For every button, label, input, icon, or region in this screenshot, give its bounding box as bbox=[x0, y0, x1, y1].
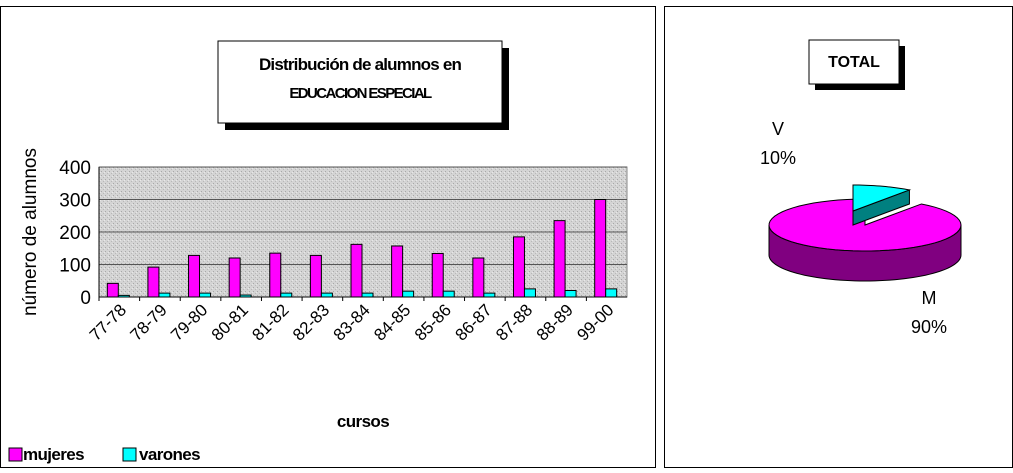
x-tick-label: 77-78 bbox=[86, 300, 130, 344]
bar-mujeres bbox=[228, 257, 241, 298]
legend-label-varones: varones bbox=[139, 445, 200, 464]
bar-mujeres bbox=[512, 236, 525, 298]
x-tick-label: 99-00 bbox=[573, 300, 617, 344]
x-tick-label: 82-83 bbox=[289, 300, 333, 344]
bar-varones bbox=[199, 292, 212, 298]
bar-mujeres bbox=[269, 252, 282, 298]
bar-mujeres bbox=[553, 220, 566, 298]
pie-slices bbox=[768, 184, 962, 282]
pie-title-box bbox=[808, 39, 900, 85]
bar-varones bbox=[483, 292, 496, 298]
pie-slice-m bbox=[768, 198, 962, 252]
x-axis-label: cursos bbox=[337, 412, 389, 431]
chart-title-line1: Distribución de alumnos en bbox=[259, 55, 462, 74]
bar-varones bbox=[158, 292, 171, 298]
x-tick-label: 86-87 bbox=[451, 300, 495, 344]
legend-swatch-varones bbox=[122, 447, 137, 462]
legend-swatch-mujeres bbox=[8, 447, 23, 462]
pie-label-v-percent: 10% bbox=[760, 148, 796, 168]
bar-chart-panel: Distribución de alumnos en EDUCACION ESP… bbox=[0, 6, 656, 468]
x-tick-label: 85-86 bbox=[411, 300, 455, 344]
bar-varones bbox=[320, 292, 333, 298]
bar-varones bbox=[564, 290, 577, 298]
legend-label-mujeres: mujeres bbox=[23, 445, 84, 464]
x-tick-label: 88-89 bbox=[533, 300, 577, 344]
chart-title-line2: EDUCACION ESPECIAL bbox=[289, 85, 432, 102]
bar-mujeres bbox=[472, 257, 485, 298]
pie-slice-v bbox=[852, 184, 912, 212]
bar-varones bbox=[402, 290, 415, 298]
y-tick-label: 300 bbox=[59, 191, 91, 212]
pie-label-v-name: V bbox=[772, 119, 784, 139]
x-tick-label: 84-85 bbox=[370, 300, 414, 344]
pie-chart-panel: TOTAL V 10% M 90% bbox=[664, 6, 1013, 468]
pie-chart: TOTAL V 10% M 90% bbox=[760, 39, 962, 337]
pie-title: TOTAL bbox=[828, 54, 880, 71]
x-tick-label: 81-82 bbox=[248, 300, 292, 344]
gridlines bbox=[99, 166, 627, 265]
x-tick-label: 87-88 bbox=[492, 300, 536, 344]
bar-varones bbox=[523, 288, 536, 298]
pie-label-m-name: M bbox=[922, 288, 937, 308]
bar-varones bbox=[442, 290, 455, 298]
x-tick-label: 83-84 bbox=[330, 300, 374, 344]
bar-mujeres bbox=[147, 266, 160, 298]
x-tick-label: 80-81 bbox=[208, 300, 252, 344]
x-tick-label: 78-79 bbox=[127, 300, 171, 344]
y-axis-label: número de alumnos bbox=[20, 148, 41, 316]
bar-mujeres bbox=[350, 243, 363, 298]
bar-varones bbox=[361, 292, 374, 298]
y-tick-label: 0 bbox=[80, 288, 91, 309]
y-tick-label: 200 bbox=[59, 223, 91, 244]
legend: mujeres varones bbox=[8, 445, 201, 464]
bar-mujeres bbox=[594, 199, 607, 298]
bar-varones bbox=[280, 292, 293, 298]
bar-mujeres bbox=[309, 254, 322, 298]
bar-mujeres bbox=[431, 252, 444, 298]
bar-varones bbox=[605, 288, 618, 298]
pie-label-m-percent: 90% bbox=[911, 317, 947, 337]
y-tick-label: 100 bbox=[59, 256, 91, 277]
y-tick-labels: 0 100 200 300 400 bbox=[59, 158, 91, 309]
title-box bbox=[217, 40, 503, 124]
y-tick-label: 400 bbox=[59, 158, 91, 179]
x-tick-labels: 77-7878-7979-8080-8181-8282-8383-8484-85… bbox=[86, 300, 618, 344]
bar-mujeres bbox=[106, 282, 119, 298]
bar-mujeres bbox=[391, 245, 404, 298]
x-tick-label: 79-80 bbox=[167, 300, 211, 344]
bar-chart: Distribución de alumnos en EDUCACION ESP… bbox=[8, 40, 628, 464]
bar-mujeres bbox=[188, 254, 201, 298]
